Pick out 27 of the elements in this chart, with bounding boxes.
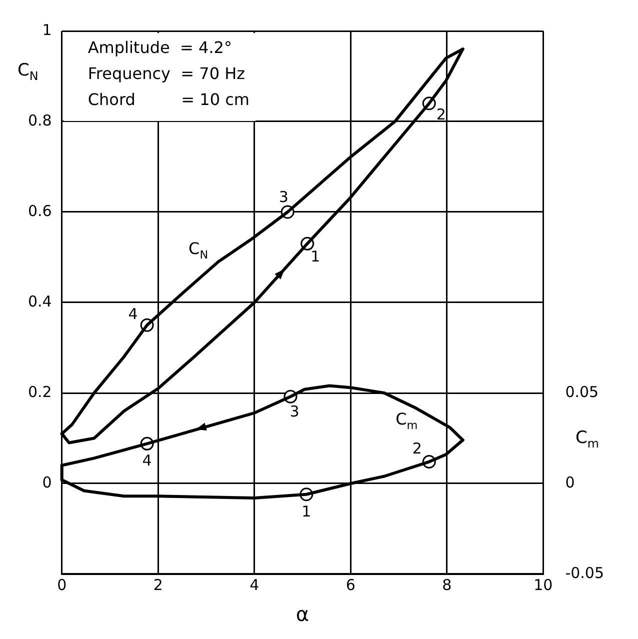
annotation: Amplitude = 4.2°: [88, 38, 232, 58]
annotation: 1: [302, 502, 312, 520]
y2-tick-label: 0: [565, 473, 575, 492]
x-tick-label: 0: [57, 576, 67, 594]
x-tick-label: 4: [250, 576, 260, 594]
annotation: Frequency = 70 Hz: [88, 64, 246, 84]
y-tick-label: 0: [42, 473, 52, 492]
x-tick-label: 8: [442, 576, 452, 594]
x-axis-title: α: [296, 602, 310, 626]
y2-tick-label: 0.05: [565, 382, 599, 401]
y-tick-label: 1: [42, 20, 52, 39]
y2-tick-label: -0.05: [565, 564, 604, 582]
annotation: 2: [412, 440, 422, 458]
x-tick-label: 10: [534, 576, 553, 594]
y-tick-label: 0.8: [28, 111, 52, 130]
annotation: 4: [142, 452, 152, 470]
annotation: 4: [128, 305, 138, 324]
annotation: Chord = 10 cm: [88, 90, 250, 110]
annotation: 3: [278, 188, 288, 206]
y-tick-label: 0.4: [28, 292, 52, 310]
x-tick-label: 2: [153, 576, 163, 594]
x-tick-label: 6: [346, 576, 356, 594]
y-tick-label: 0.6: [28, 202, 52, 220]
y-tick-label: 0.2: [28, 382, 52, 401]
annotation: 2: [436, 105, 446, 124]
annotation: 1: [310, 248, 320, 266]
annotation: 3: [290, 402, 300, 421]
